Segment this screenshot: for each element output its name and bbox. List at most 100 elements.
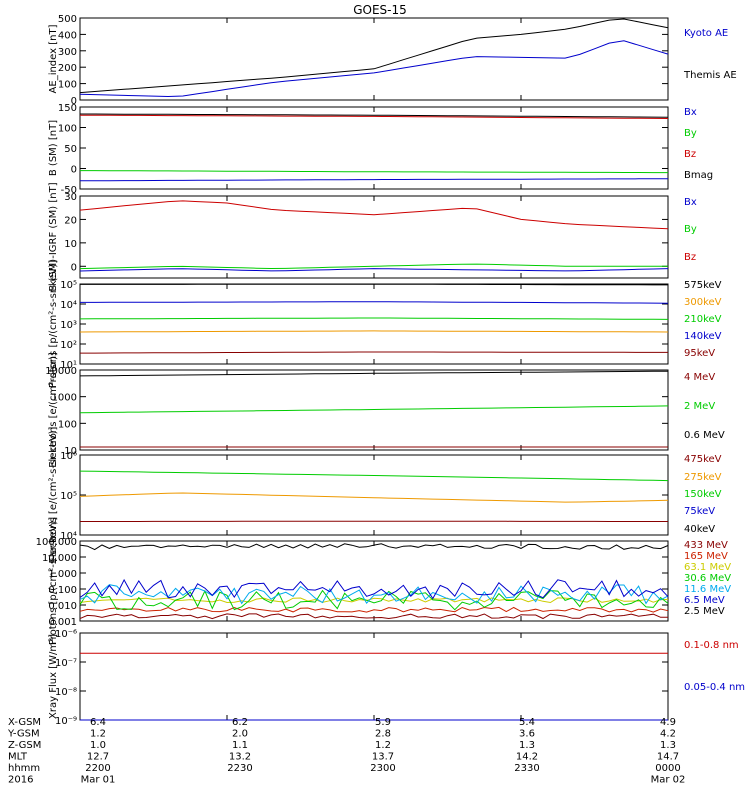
time-axis-value: 6.4 bbox=[90, 717, 106, 728]
legend-entry: 210keV bbox=[684, 314, 722, 325]
y-tick-label: 100 bbox=[58, 124, 77, 135]
legend-entry: 0.1-0.8 nm bbox=[684, 640, 739, 651]
legend-entry: 140keV bbox=[684, 331, 722, 342]
time-axis-value: 3.6 bbox=[519, 729, 535, 740]
y-tick-label: 0 bbox=[71, 262, 77, 273]
time-axis-table: X-GSM 6.4 6.2 5.9 5.4 4.9 Y-GSM 1.2 2.0 2.8 3.6 4.2… bbox=[7, 717, 685, 786]
series-line-by bbox=[80, 170, 668, 174]
series-line-575kev bbox=[80, 283, 668, 286]
series-line-6-5-mev bbox=[79, 578, 669, 600]
y-axis-label: B (SM) [nT] bbox=[48, 120, 59, 176]
y-tick-label: 100 bbox=[58, 80, 77, 91]
time-axis-value: 12.7 bbox=[87, 752, 109, 763]
series-line-bz bbox=[79, 200, 669, 230]
time-axis-row-label: X-GSM bbox=[8, 717, 41, 728]
panel-3: 0 10 20 30 B (SM)-IGRF (SM) [nT] Bx By Bz bbox=[48, 182, 697, 291]
y-tick-label: 100.000 bbox=[36, 537, 77, 548]
legend-entry: 2 MeV bbox=[684, 401, 715, 412]
legend-entry: 475keV bbox=[684, 454, 722, 465]
time-axis-value: 5.4 bbox=[519, 717, 535, 728]
time-axis-value: 6.2 bbox=[232, 717, 248, 728]
series-line-140kev bbox=[80, 301, 669, 304]
legend-entry: 2.5 MeV bbox=[684, 606, 725, 617]
legend-entry: 75keV bbox=[684, 506, 715, 517]
legend-entry: 6.5 MeV bbox=[684, 595, 725, 606]
y-tick-label: 200 bbox=[58, 63, 77, 74]
time-axis-value: 1.2 bbox=[375, 740, 391, 751]
panel-frame bbox=[79, 540, 669, 622]
y-tick-label: 0.100 bbox=[48, 585, 77, 596]
time-axis-value: Mar 01 bbox=[81, 775, 116, 786]
time-axis-value: 13.2 bbox=[229, 752, 251, 763]
time-axis-value: 0000 bbox=[655, 763, 680, 774]
legend-entry: 63.1 MeV bbox=[684, 562, 731, 573]
series-line-bmag bbox=[80, 113, 669, 118]
y-tick-label: 10⁻⁶ bbox=[55, 629, 77, 640]
y-tick-label: 10⁵ bbox=[60, 491, 77, 502]
y-tick-label: 0.010 bbox=[48, 601, 77, 612]
y-tick-label: 10⁴ bbox=[60, 300, 77, 311]
y-tick-label: 100 bbox=[58, 419, 77, 430]
time-axis-value: 1.3 bbox=[660, 740, 676, 751]
series-line-bx bbox=[79, 268, 669, 272]
panel-2: -50 0 50 100 150 B (SM) [nT] Bx By Bz Bmag bbox=[48, 103, 713, 196]
time-axis-value: 2300 bbox=[370, 763, 395, 774]
series-line-30-6-mev bbox=[79, 589, 669, 611]
y-tick-label: 500 bbox=[58, 14, 77, 25]
legend-entry: 165 MeV bbox=[684, 551, 728, 562]
time-axis-value: 4.9 bbox=[660, 717, 676, 728]
y-tick-label: -50 bbox=[61, 185, 77, 196]
time-axis-value: 13.7 bbox=[372, 752, 394, 763]
legend-entry: 575keV bbox=[684, 280, 722, 291]
y-tick-label: 10³ bbox=[60, 320, 77, 331]
y-tick-label: 10 bbox=[64, 239, 77, 250]
series-line-kyoto-ae bbox=[79, 40, 669, 98]
y-tick-label: 10⁻⁹ bbox=[55, 716, 77, 727]
y-axis-label: Protons [p/(cm²-s-sr-keV)] bbox=[48, 260, 59, 388]
legend-entry: By bbox=[684, 224, 697, 235]
time-axis-value: 2330 bbox=[514, 763, 539, 774]
y-axis-label: Electrons [e/(cm²-s-sr)] bbox=[48, 352, 59, 468]
series-line-210kev bbox=[79, 317, 669, 320]
y-tick-label: 150 bbox=[58, 103, 77, 114]
time-axis-value: 1.0 bbox=[90, 740, 106, 751]
y-tick-label: 1.000 bbox=[48, 569, 77, 580]
series-line-150kev bbox=[79, 470, 669, 482]
series-line-bz bbox=[79, 114, 669, 119]
y-tick-label: 400 bbox=[58, 30, 77, 41]
y-axis-label: Electrons [e/(cm²-s-sr-keV)] bbox=[48, 426, 59, 563]
legend-entry: 40keV bbox=[684, 524, 715, 535]
time-axis-value: 2200 bbox=[85, 763, 110, 774]
legend-entry: 30.6 MeV bbox=[684, 573, 731, 584]
series-line-275kev bbox=[79, 492, 669, 503]
y-tick-label: 10⁶ bbox=[60, 451, 77, 462]
series-line-300kev bbox=[79, 330, 669, 333]
legend-entry: 0.6 MeV bbox=[684, 430, 725, 441]
y-axis-label: B (SM)-IGRF (SM) [nT] bbox=[48, 182, 59, 291]
legend-entry: Bx bbox=[684, 197, 697, 208]
time-axis-value: 1.2 bbox=[90, 729, 106, 740]
time-axis-value: 1.3 bbox=[519, 740, 535, 751]
time-axis-value: 2.8 bbox=[375, 729, 391, 740]
panel-frame bbox=[79, 454, 669, 536]
panel-7: 0.001 0.010 0.100 1.000 10.000 100.000Protons… bbox=[36, 517, 732, 645]
legend-entry: 0.05-0.4 nm bbox=[684, 682, 745, 693]
y-tick-label: 10⁻⁸ bbox=[55, 687, 77, 698]
y-axis-label: Xray Flux [W/m²] bbox=[48, 634, 59, 719]
y-tick-label: 20 bbox=[64, 215, 77, 226]
legend-entry: 4 MeV bbox=[684, 372, 715, 383]
y-tick-label: 300 bbox=[58, 47, 77, 58]
series-line-95kev bbox=[80, 351, 668, 354]
panel-frame bbox=[79, 17, 669, 101]
legend-entry: Themis AE bbox=[683, 70, 737, 81]
legend-entry: By bbox=[684, 128, 697, 139]
y-tick-label: 1000 bbox=[52, 393, 77, 404]
legend-entry: Kyoto AE bbox=[684, 28, 728, 39]
legend-entry: Bz bbox=[684, 252, 696, 263]
series-line-themis-ae bbox=[79, 18, 669, 94]
